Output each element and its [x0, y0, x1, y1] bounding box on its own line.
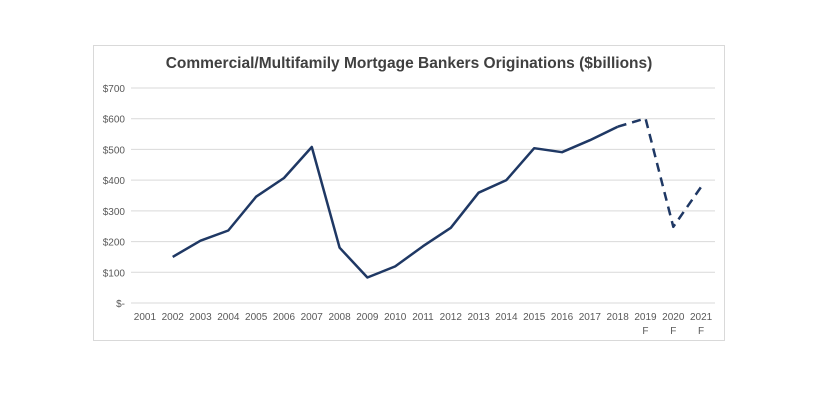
y-tick-label: $200 — [103, 238, 126, 249]
x-tick-label: 2001 — [134, 312, 157, 323]
x-tick-sublabel: F — [670, 326, 676, 337]
x-tick-label: 2004 — [217, 312, 240, 323]
chart-title: Commercial/Multifamily Mortgage Bankers … — [165, 55, 653, 72]
x-tick-label: 2013 — [467, 312, 490, 323]
x-tick-label: 2017 — [579, 312, 602, 323]
x-tick-label: 2011 — [412, 312, 434, 323]
y-tick-label: $300 — [103, 207, 126, 218]
chart-frame — [93, 45, 725, 341]
x-tick-label: 2010 — [384, 312, 407, 323]
x-tick-label: 2005 — [245, 312, 268, 323]
x-tick-label: 2002 — [162, 312, 185, 323]
x-tick-sublabel: F — [698, 326, 704, 337]
x-tick-label: 2021 — [690, 312, 713, 323]
x-tick-label: 2019 — [634, 312, 657, 323]
y-tick-label: $100 — [103, 268, 126, 279]
y-tick-label: $600 — [103, 115, 126, 126]
x-tick-sublabel: F — [642, 326, 648, 337]
series-line-forecast — [617, 117, 703, 229]
x-tick-label: 2012 — [440, 312, 463, 323]
x-tick-label: 2014 — [495, 312, 518, 323]
x-tick-label: 2020 — [662, 312, 685, 323]
x-tick-label: 2016 — [551, 312, 574, 323]
x-tick-label: 2009 — [356, 312, 379, 323]
x-tick-label: 2006 — [273, 312, 296, 323]
y-tick-label: $500 — [103, 145, 126, 156]
y-tick-label: $400 — [103, 176, 126, 187]
x-tick-label: 2003 — [189, 312, 212, 323]
x-tick-label: 2018 — [607, 312, 630, 323]
x-tick-label: 2008 — [328, 312, 351, 323]
y-tick-label: $700 — [103, 84, 126, 95]
x-tick-label: 2015 — [523, 312, 546, 323]
x-tick-label: 2007 — [301, 312, 324, 323]
y-tick-label: $- — [116, 299, 125, 310]
